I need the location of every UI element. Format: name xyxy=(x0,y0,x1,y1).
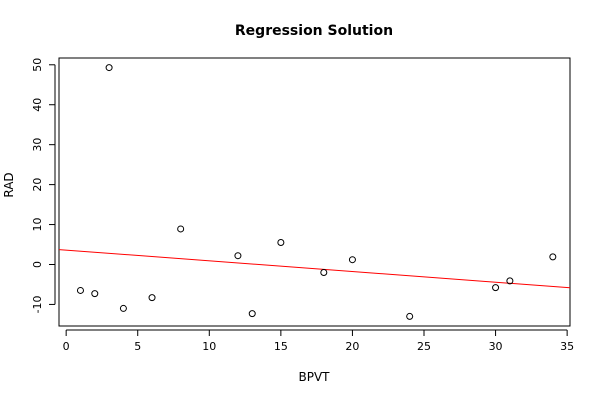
y-tick-label: 0 xyxy=(31,261,44,268)
y-tick-label: 20 xyxy=(31,178,44,192)
data-point xyxy=(348,256,356,264)
x-tick-label: 10 xyxy=(202,340,216,353)
data-point xyxy=(506,277,514,285)
data-point xyxy=(91,290,99,298)
data-point xyxy=(492,284,500,292)
data-point xyxy=(105,64,113,72)
y-tick-label: 50 xyxy=(31,58,44,72)
y-tick-label: 10 xyxy=(31,218,44,232)
data-point xyxy=(277,239,285,247)
x-tick-label: 5 xyxy=(134,340,141,353)
x-axis-label: BPVT xyxy=(298,370,330,384)
x-tick-label: 30 xyxy=(489,340,503,353)
data-point xyxy=(76,286,84,294)
data-point xyxy=(234,252,242,260)
data-point xyxy=(549,253,557,261)
x-tick-label: 15 xyxy=(274,340,288,353)
y-tick-label: 30 xyxy=(31,138,44,152)
x-tick-label: 35 xyxy=(560,340,574,353)
y-axis-label: RAD xyxy=(2,172,16,197)
x-tick-label: 25 xyxy=(417,340,431,353)
plot-frame xyxy=(58,57,571,327)
chart-title: Regression Solution xyxy=(235,23,393,39)
data-point xyxy=(177,225,185,233)
data-point xyxy=(406,312,414,320)
data-point xyxy=(248,310,256,318)
x-tick-label: 20 xyxy=(345,340,359,353)
data-point xyxy=(119,304,127,312)
x-tick-label: 0 xyxy=(63,340,70,353)
data-point xyxy=(320,268,328,276)
y-tick-label: 40 xyxy=(31,98,44,112)
y-tick-label: -10 xyxy=(31,295,44,313)
plot-area: 0 5 10 15 20 25 30 35 -10 0 10 20 30 40 50 xyxy=(31,57,574,353)
regression-line xyxy=(58,249,571,289)
data-point xyxy=(148,294,156,302)
